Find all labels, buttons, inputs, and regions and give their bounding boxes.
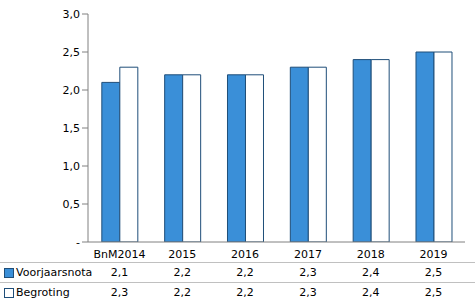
svg-text:1,0: 1,0 [63, 160, 81, 173]
html-text:2,4: 2,4 [362, 266, 380, 279]
html-text:Begroting: Begroting [16, 286, 70, 299]
html-text:2,3: 2,3 [110, 286, 129, 299]
svg-text:-: - [76, 236, 80, 249]
html-text:2,3: 2,3 [299, 266, 317, 279]
html-text:2,2: 2,2 [173, 266, 191, 279]
svg-text:2,0: 2,0 [63, 84, 81, 97]
svg-text:1,5: 1,5 [63, 122, 81, 135]
html-text:2,5: 2,5 [424, 286, 443, 299]
svg-text:3,0: 3,0 [63, 8, 81, 21]
svg-text:0,5: 0,5 [63, 198, 81, 211]
html-text:2,2: 2,2 [173, 286, 191, 299]
html-text:2,4: 2,4 [362, 286, 380, 299]
svg-text:2019: 2019 [420, 248, 448, 261]
svg-text:2015: 2015 [168, 248, 196, 261]
html-text:2,1: 2,1 [110, 266, 129, 279]
svg-text:2017: 2017 [294, 248, 322, 261]
html-text:2,5: 2,5 [424, 266, 443, 279]
svg-text:2018: 2018 [357, 248, 385, 261]
svg-text:2016: 2016 [231, 248, 259, 261]
html-text:Voorjaarsnota: Voorjaarsnota [16, 266, 93, 279]
svg-text:BnM2014: BnM2014 [93, 248, 145, 261]
html-text:2,2: 2,2 [236, 266, 254, 279]
svg-text:2,5: 2,5 [63, 46, 81, 59]
html-text:2,3: 2,3 [299, 286, 317, 299]
html-text:2,2: 2,2 [236, 286, 254, 299]
